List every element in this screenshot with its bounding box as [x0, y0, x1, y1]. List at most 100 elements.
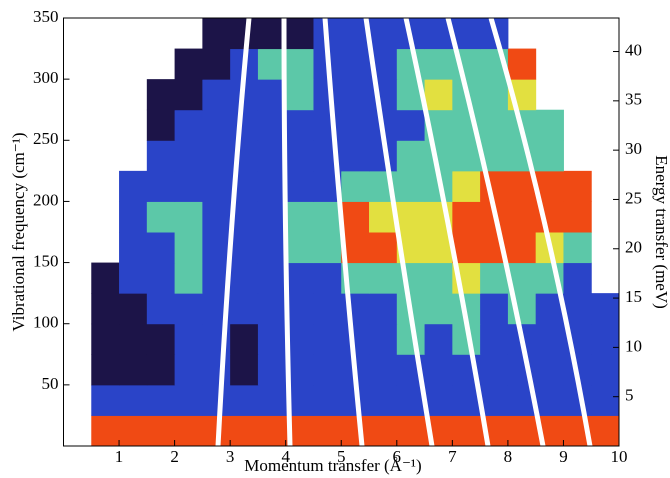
y2-tick-label: 40 — [625, 40, 642, 59]
heatmap-cell — [535, 323, 564, 355]
heatmap-cell — [396, 384, 426, 416]
x-tick-label: 8 — [504, 447, 513, 466]
heatmap-cell — [257, 323, 287, 355]
heatmap-cell — [396, 415, 426, 447]
y2-tick-label: 35 — [625, 90, 642, 109]
heatmap-cell — [313, 354, 342, 386]
heatmap-cell — [341, 201, 370, 233]
heatmap-cell — [119, 354, 148, 386]
heatmap-cell — [424, 262, 453, 294]
heatmap-cell — [563, 201, 592, 233]
heatmap-cell — [230, 323, 259, 355]
heatmap-cell — [257, 232, 287, 264]
heatmap-cell — [91, 415, 120, 447]
heatmap-cell — [341, 293, 370, 325]
y2-tick-label: 20 — [625, 238, 642, 257]
heatmap-cell — [257, 109, 287, 141]
heatmap-cell — [230, 293, 259, 325]
heatmap-cell — [285, 170, 314, 202]
heatmap-cell — [146, 232, 176, 264]
heatmap-cell — [369, 323, 398, 355]
heatmap-cell — [591, 415, 620, 447]
heatmap-cell — [535, 109, 564, 141]
heatmap-cell — [174, 262, 203, 294]
heatmap-cell — [146, 79, 176, 111]
heatmap-cell — [535, 140, 564, 172]
heatmap-cell — [119, 170, 148, 202]
x-tick-label: 9 — [559, 447, 568, 466]
heatmap-cell — [146, 293, 176, 325]
heatmap-cell — [257, 384, 287, 416]
heatmap-cell — [535, 384, 564, 416]
heatmap-cell — [174, 384, 203, 416]
heatmap-cell — [119, 384, 148, 416]
y-tick-label: 50 — [42, 374, 59, 393]
heatmap-cell — [424, 323, 453, 355]
y-tick-label: 100 — [33, 313, 59, 332]
heatmap-cell — [202, 201, 231, 233]
heatmap-cell — [341, 323, 370, 355]
y2-tick-label: 25 — [625, 188, 642, 207]
heatmap-cell — [396, 170, 426, 202]
y2-tick-label: 30 — [625, 139, 642, 158]
heatmap-cell — [480, 293, 509, 325]
heatmap-cell — [174, 109, 203, 141]
heatmap-cell — [146, 109, 176, 141]
heatmap-cell — [285, 48, 314, 80]
heatmap-cell — [257, 262, 287, 294]
heatmap-cell — [174, 354, 203, 386]
heatmap-cell — [480, 384, 509, 416]
heatmap-cell — [591, 384, 620, 416]
heatmap-cell — [480, 109, 509, 141]
heatmap-cell — [313, 201, 342, 233]
heatmap-cell — [341, 109, 370, 141]
heatmap-cell — [230, 384, 259, 416]
x-tick-label: 7 — [448, 447, 457, 466]
heatmap-cell — [146, 170, 176, 202]
x-tick-label: 4 — [281, 447, 290, 466]
heatmap-cell — [424, 293, 453, 325]
heatmap-cell — [480, 262, 509, 294]
heatmap-cell — [257, 79, 287, 111]
heatmap-cell — [424, 48, 453, 80]
heatmap-cell — [285, 109, 314, 141]
heatmap-cell — [341, 79, 370, 111]
heatmap-cell — [285, 232, 314, 264]
y2-tick-label: 5 — [625, 386, 634, 405]
heatmap-cell — [563, 170, 592, 202]
heatmap-cell — [369, 293, 398, 325]
heatmap-cell — [119, 415, 148, 447]
heatmap-cell — [424, 354, 453, 386]
heatmap-cell — [285, 140, 314, 172]
heatmap-cell — [369, 262, 398, 294]
x-tick-label: 3 — [226, 447, 235, 466]
y2-tick-label: 10 — [625, 336, 642, 355]
heatmap-cell — [174, 79, 203, 111]
heatmap-cell — [396, 109, 426, 141]
y-tick-label: 350 — [33, 7, 59, 26]
heatmap-cell — [285, 201, 314, 233]
heatmap-cell — [257, 293, 287, 325]
heatmap-cell — [535, 354, 564, 386]
heatmap-cell — [313, 109, 342, 141]
heatmap-cell — [174, 201, 203, 233]
heatmap-cell — [313, 415, 342, 447]
heatmap-cell — [507, 201, 537, 233]
heatmap-cell — [313, 323, 342, 355]
heatmap-cell — [313, 232, 342, 264]
heatmap-cell — [369, 232, 398, 264]
heatmap-cell — [119, 293, 148, 325]
heatmap-cell — [285, 323, 314, 355]
heatmap-cell — [202, 354, 231, 386]
heatmap-cell — [202, 232, 231, 264]
heatmap-cell — [146, 201, 176, 233]
heatmap-cell — [313, 384, 342, 416]
heatmap-cell — [341, 48, 370, 80]
heatmap-cell — [452, 415, 481, 447]
heatmap-cell — [146, 384, 176, 416]
heatmap-cell — [507, 415, 537, 447]
heatmap-cell — [146, 354, 176, 386]
heatmap-cell — [369, 354, 398, 386]
heatmap-cell — [174, 48, 203, 80]
heatmap-cell — [369, 18, 398, 50]
